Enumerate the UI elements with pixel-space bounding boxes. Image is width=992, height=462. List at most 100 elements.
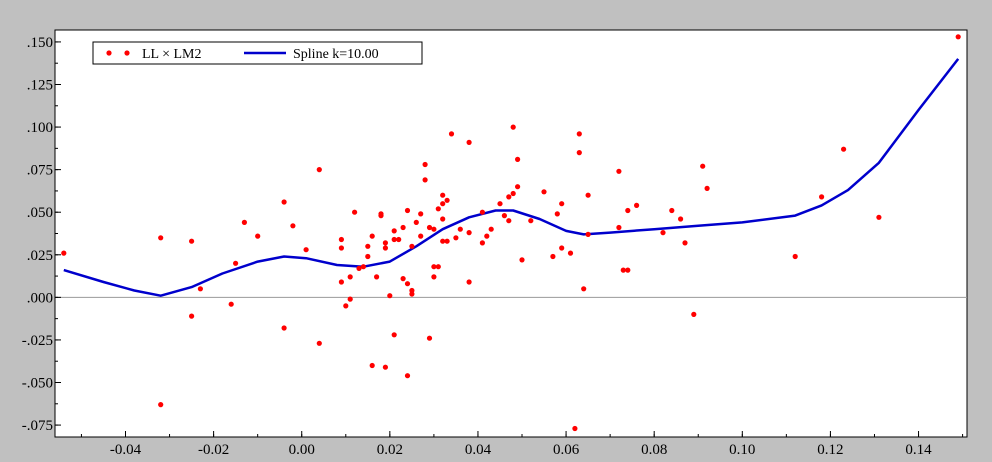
scatter-point — [554, 211, 560, 217]
scatter-point — [189, 313, 195, 319]
y-tick-label: .125 — [27, 77, 53, 93]
scatter-point — [448, 131, 455, 137]
scatter-point — [316, 340, 322, 346]
x-tick-label: 0.02 — [377, 442, 403, 458]
scatter-point — [576, 150, 582, 156]
scatter-point — [955, 34, 961, 40]
legend-scatter-marker — [124, 50, 130, 56]
scatter-point — [660, 230, 666, 236]
scatter-point — [625, 267, 631, 273]
scatter-point — [338, 245, 344, 251]
scatter-point — [457, 226, 463, 232]
scatter-point — [356, 265, 362, 271]
x-tick-label: 0.12 — [817, 442, 843, 458]
scatter-point — [576, 131, 582, 137]
legend-label-scatter: LL × LM2 — [142, 47, 201, 62]
scatter-point — [374, 274, 380, 280]
legend: LL × LM2 Spline k=10.00 — [92, 41, 423, 65]
scatter-point — [431, 274, 437, 280]
y-tick-label: .150 — [27, 35, 53, 51]
scatter-point — [343, 303, 349, 309]
scatter-point — [506, 218, 512, 224]
scatter-point — [819, 194, 825, 200]
scatter-point — [396, 236, 402, 243]
scatter-point — [290, 223, 296, 229]
scatter-point — [426, 224, 433, 231]
scatter-point — [567, 250, 574, 256]
scatter-point — [61, 250, 67, 256]
scatter-point — [404, 207, 411, 214]
y-tick-label: -.075 — [22, 418, 53, 434]
plot-area — [54, 29, 968, 438]
scatter-point — [409, 243, 415, 249]
scatter-point — [422, 177, 428, 183]
scatter-point — [347, 274, 353, 280]
x-tick-label: 0.08 — [641, 442, 667, 458]
scatter-point — [620, 267, 626, 273]
scatter-point — [515, 184, 521, 190]
scatter-point — [453, 235, 459, 241]
scatter-point — [400, 224, 406, 231]
scatter-point — [585, 231, 591, 237]
scatter-point — [352, 209, 358, 215]
y-tick-label: -.050 — [22, 376, 53, 392]
y-tick-label: .100 — [27, 120, 53, 136]
x-axis: -0.04 -0.02 0.00 0.02 0.04 0.06 0.08 0.10 0.12 0.… — [80, 431, 964, 458]
scatter-point — [479, 209, 485, 215]
scatter-point — [700, 163, 706, 169]
scatter-point — [550, 253, 556, 260]
y-axis: .150 .125 .100 .075 .050 .025 .000 -.025 -.050 -.… — [22, 35, 61, 434]
scatter-point — [444, 197, 450, 203]
scatter-point — [440, 216, 446, 222]
scatter-point — [404, 281, 411, 287]
scatter-point — [303, 247, 309, 253]
scatter-point — [528, 218, 534, 224]
scatter-point — [792, 253, 798, 260]
scatter-point — [704, 185, 710, 191]
scatter-point — [338, 236, 344, 243]
scatter-point — [378, 213, 384, 219]
scatter-point — [515, 156, 521, 162]
scatter-point — [510, 124, 516, 130]
scatter-point — [391, 228, 397, 234]
y-tick-label: .000 — [27, 290, 53, 306]
scatter-point — [418, 233, 424, 239]
scatter-point — [691, 311, 697, 317]
scatter-point — [369, 233, 375, 239]
scatter-point — [559, 245, 565, 251]
scatter-point — [479, 240, 485, 246]
scatter-point — [404, 373, 411, 379]
scatter-point — [585, 192, 591, 198]
legend-label-spline: Spline k=10.00 — [293, 47, 379, 62]
scatter-point — [876, 214, 882, 220]
scatter-point — [484, 233, 490, 239]
scatter-point — [841, 146, 847, 152]
x-tick-label: 0.10 — [729, 442, 755, 458]
x-tick-label: -0.04 — [110, 442, 142, 458]
x-tick-label: 0.00 — [289, 442, 315, 458]
y-tick-label: .025 — [27, 248, 53, 264]
scatter-point — [365, 243, 371, 249]
scatter-point — [316, 167, 322, 173]
scatter-point — [400, 276, 406, 282]
scatter-point — [431, 226, 437, 232]
scatter-point — [158, 235, 164, 241]
scatter-point — [440, 238, 446, 244]
scatter-point — [682, 240, 688, 246]
scatter-point — [440, 201, 446, 207]
scatter-point — [466, 230, 472, 236]
x-tick-label: 0.04 — [465, 442, 492, 458]
scatter-point — [189, 238, 195, 244]
scatter-point — [541, 189, 547, 195]
scatter-point — [241, 219, 247, 225]
scatter-point — [369, 362, 375, 369]
scatter-point — [382, 240, 388, 246]
scatter-point — [501, 213, 507, 219]
scatter-point — [634, 202, 640, 208]
scatter-point — [391, 236, 397, 243]
scatter-point — [233, 260, 239, 266]
scatter-point — [197, 286, 203, 292]
scatter-point — [158, 402, 164, 408]
scatter-point — [255, 233, 261, 239]
